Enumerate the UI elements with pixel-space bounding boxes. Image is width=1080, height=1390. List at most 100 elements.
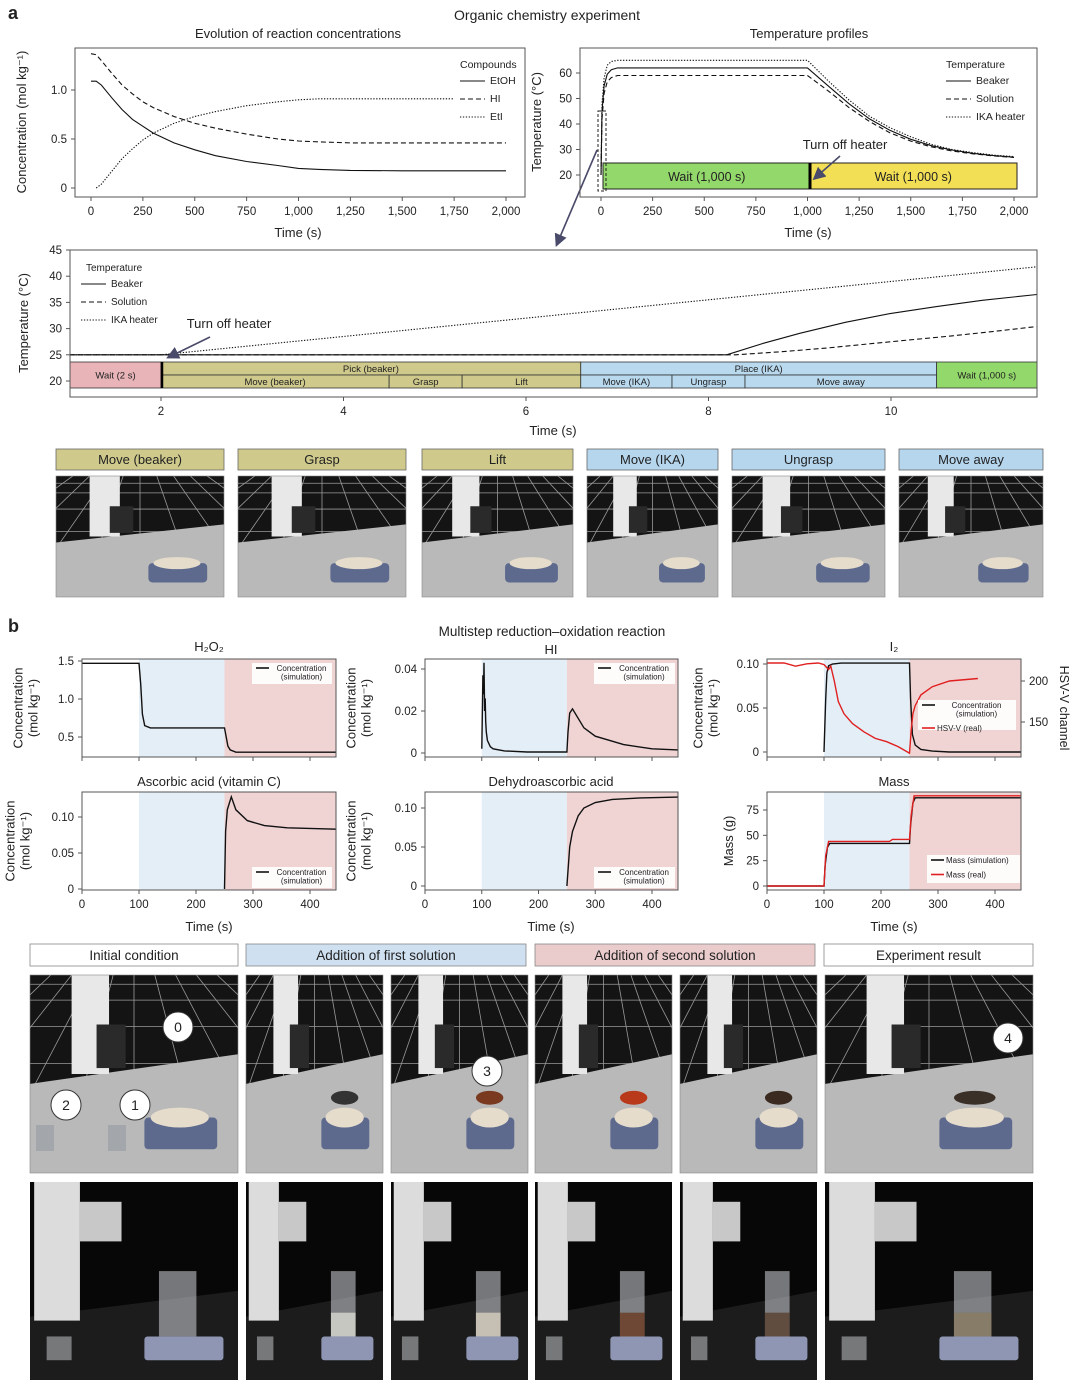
y-tick-label: 45 [49, 245, 62, 257]
region-first_solution [139, 659, 225, 757]
beaker-contents [953, 1312, 992, 1337]
series-line [566, 796, 679, 887]
legend-box [252, 867, 332, 888]
robot-gripper [578, 1024, 599, 1069]
small-beaker [108, 1125, 126, 1151]
section-label: Addition of first solution [316, 948, 456, 963]
y-tick-label: 1.0 [58, 694, 74, 706]
render-scene [825, 975, 1033, 1173]
y-tick-label: 0 [753, 747, 759, 759]
robot-gripper [945, 506, 966, 533]
beaker-contents [764, 1090, 793, 1105]
small-beaker [545, 1336, 563, 1361]
robot-gripper [79, 1201, 122, 1242]
wait-bar-label: Wait (1,000 s) [875, 170, 952, 184]
experiment-photo-3 [535, 1182, 672, 1380]
chart-5: 0 0.05 0.10 150 200 HSV-V channel I₂ Concentrat… [691, 639, 1071, 761]
phase-caption: Move away [938, 452, 1004, 467]
y-tick-label: 0.5 [58, 732, 74, 744]
x-tick-label: 1,000 [793, 206, 822, 218]
robot-gripper [628, 506, 648, 533]
small-beaker [401, 1336, 419, 1361]
y-axis-label: Concentration [3, 801, 18, 882]
robot-arm [682, 1182, 713, 1321]
x-tick-label: 1,750 [948, 206, 977, 218]
marker-number: 1 [131, 1097, 139, 1113]
x-tick-label: 2 [158, 406, 164, 418]
x-axis-label: Time (s) [529, 423, 576, 438]
x-tick-label: 8 [705, 406, 711, 418]
x-tick-label: 2,000 [1000, 206, 1029, 218]
y-tick-label: 0.02 [395, 706, 417, 718]
region-first_solution [481, 792, 567, 890]
y-tick-label: 0.5 [51, 134, 67, 146]
photo-border [245, 974, 384, 1174]
x-tick-label: 100 [814, 899, 833, 911]
y-right-axis-label: HSV-V channel [1057, 666, 1071, 751]
y-tick-label: 25 [746, 856, 759, 868]
x-tick-label: 200 [871, 899, 890, 911]
x-tick-label: 100 [129, 899, 148, 911]
phase-label: Wait (1,000 s) [957, 371, 1016, 382]
chart-7: 0 100 200 300 400 0 0.05 0.10 Dehydroascorbic ac… [344, 774, 679, 934]
beaker-contents [619, 1312, 645, 1337]
y-right-tick-label: 200 [1029, 676, 1048, 688]
experiment-photo-2 [391, 1182, 528, 1380]
photo-border [586, 475, 719, 598]
series-line [69, 293, 1038, 356]
series-line [600, 67, 1015, 176]
robot-arm [34, 1182, 80, 1321]
legend-label: Concentration [277, 868, 327, 877]
x-tick-label: 1,250 [845, 206, 874, 218]
hotplate [755, 1336, 808, 1361]
y-tick-label: 0.05 [52, 848, 74, 860]
x-tick-label: 200 [529, 899, 548, 911]
x-tick-label: 500 [185, 206, 204, 218]
beaker-contents [764, 1312, 790, 1337]
legend-label: EtOH [490, 75, 516, 87]
robot-gripper [434, 1024, 455, 1069]
photo-border [731, 475, 886, 598]
series-line [95, 98, 455, 189]
y-axis-label: Mass (g) [721, 816, 736, 867]
y-tick-label: 1.0 [51, 85, 67, 97]
x-tick-label: 4 [340, 406, 347, 418]
wait-bar-label: Wait (1,000 s) [668, 170, 745, 184]
legend-label: Concentration [952, 701, 1002, 710]
series-line [823, 662, 1022, 753]
section-label-box [823, 943, 1034, 967]
series-line [600, 74, 1015, 176]
simulation-photo-1 [237, 475, 407, 598]
render-scene [246, 975, 383, 1173]
hotplate-top [759, 1107, 798, 1128]
y-axis-label: (mol kg⁻¹) [26, 679, 41, 737]
phase-full [69, 361, 162, 389]
simulation-photo-2 [421, 475, 574, 598]
experiment-render-1 [245, 974, 384, 1174]
small-beaker [256, 1336, 274, 1361]
y-right-tick-label: 150 [1029, 717, 1048, 729]
y-axis-label: Temperature (°C) [529, 72, 544, 172]
y-tick-label: 50 [746, 830, 759, 842]
beaker-contents [330, 1090, 359, 1105]
render-scene [680, 975, 817, 1173]
panel-a-title: Organic chemistry experiment [454, 7, 640, 23]
legend-label: Concentration [619, 868, 669, 877]
robot-gripper [780, 506, 803, 533]
chart-0: 0 250 500 750 1,000 1,250 1,500 1,750 2,000 0 0.5 1… [14, 26, 526, 240]
series-line [69, 266, 1038, 356]
phase-caption: Ungrasp [784, 452, 833, 467]
experiment-render-5 [824, 974, 1034, 1174]
experiment-photo-1 [246, 1182, 383, 1380]
x-tick-label: 10 [885, 406, 898, 418]
y-tick-label: 1.5 [58, 656, 74, 668]
numbered-marker [471, 1055, 503, 1087]
chart-6: 0 100 200 300 400 0 0.05 0.10 Ascorbic acid (vit… [3, 774, 337, 934]
y-tick-label: 40 [49, 271, 62, 283]
numbered-marker [119, 1089, 151, 1121]
panel-label-b: b [8, 616, 19, 636]
x-tick-label: 250 [643, 206, 662, 218]
x-tick-label: 1,500 [388, 206, 417, 218]
zoom-arrow [554, 149, 598, 247]
